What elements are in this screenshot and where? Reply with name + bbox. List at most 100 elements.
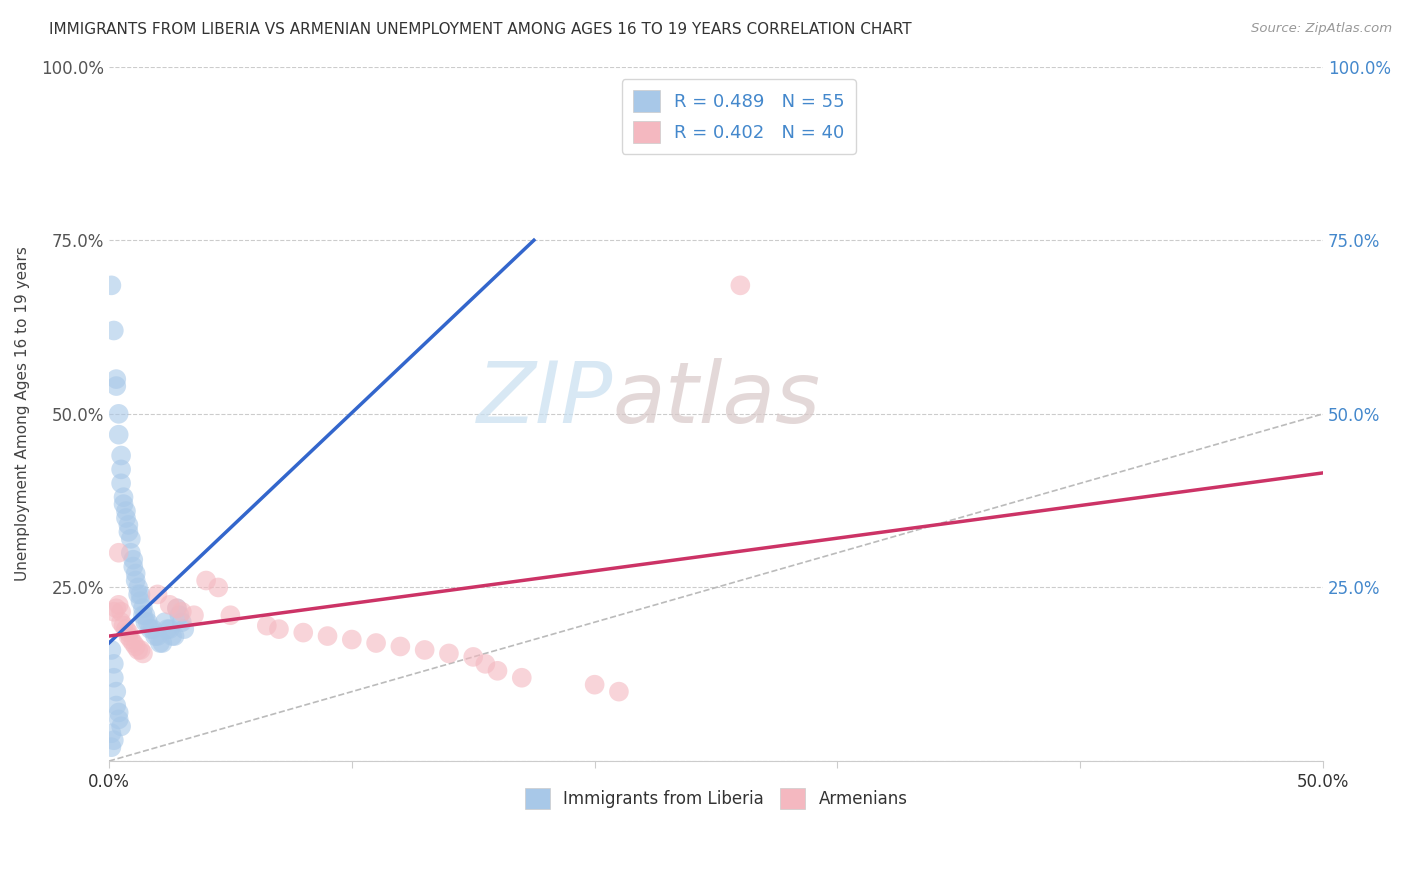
Point [107,546,129,560]
Point [122,552,145,566]
Point [115,504,138,518]
Point [125,566,148,581]
Point [115,622,138,636]
Point [510,671,533,685]
Point [105,372,128,386]
Point [146,587,169,601]
Point [730,278,752,293]
Point [156,622,179,636]
Point [100,726,122,740]
Point [125,640,148,654]
Legend: Immigrants from Liberia, Armenians: Immigrants from Liberia, Armenians [517,781,914,815]
Point [607,684,630,698]
Point [103,657,125,671]
Point [316,629,339,643]
Point [105,698,128,713]
Point [340,632,363,647]
Point [110,605,132,619]
Point [173,622,195,636]
Text: atlas: atlas [613,359,821,442]
Point [134,608,156,623]
Point [463,649,485,664]
Point [139,622,162,636]
Point [122,559,145,574]
Point [183,608,205,623]
Point [166,601,188,615]
Point [122,636,145,650]
Point [207,581,229,595]
Point [169,608,191,623]
Point [112,497,135,511]
Point [160,629,183,643]
Point [127,643,149,657]
Point [105,379,128,393]
Point [413,643,436,657]
Point [142,622,165,636]
Point [107,427,129,442]
Point [127,587,149,601]
Point [120,632,142,647]
Point [159,598,181,612]
Point [132,608,155,623]
Point [110,476,132,491]
Point [159,622,181,636]
Point [195,574,218,588]
Point [364,636,387,650]
Point [389,640,412,654]
Point [103,324,125,338]
Point [267,622,290,636]
Point [132,647,155,661]
Point [219,608,242,623]
Point [132,601,155,615]
Point [103,671,125,685]
Point [256,618,278,632]
Point [117,625,139,640]
Point [166,601,188,615]
Point [474,657,496,671]
Point [107,706,129,720]
Point [129,587,152,601]
Point [100,278,122,293]
Point [115,511,138,525]
Point [100,643,122,657]
Y-axis label: Unemployment Among Ages 16 to 19 years: Unemployment Among Ages 16 to 19 years [15,246,30,582]
Point [583,678,606,692]
Point [103,733,125,747]
Point [152,636,174,650]
Point [120,532,142,546]
Point [125,574,148,588]
Point [112,490,135,504]
Point [112,618,135,632]
Point [107,407,129,421]
Point [117,518,139,533]
Point [110,615,132,630]
Point [110,719,132,733]
Point [129,643,152,657]
Point [117,629,139,643]
Point [143,629,166,643]
Point [105,601,128,615]
Point [170,615,193,630]
Point [103,605,125,619]
Point [486,664,509,678]
Text: ZIP: ZIP [477,359,613,442]
Point [129,594,152,608]
Point [105,684,128,698]
Point [292,625,315,640]
Point [170,605,193,619]
Point [437,647,460,661]
Point [127,581,149,595]
Point [110,462,132,476]
Point [153,615,176,630]
Point [146,629,169,643]
Text: Source: ZipAtlas.com: Source: ZipAtlas.com [1251,22,1392,36]
Point [100,740,122,755]
Point [163,629,186,643]
Point [149,636,172,650]
Point [107,713,129,727]
Point [110,449,132,463]
Point [107,598,129,612]
Point [120,546,142,560]
Point [134,615,156,630]
Point [117,524,139,539]
